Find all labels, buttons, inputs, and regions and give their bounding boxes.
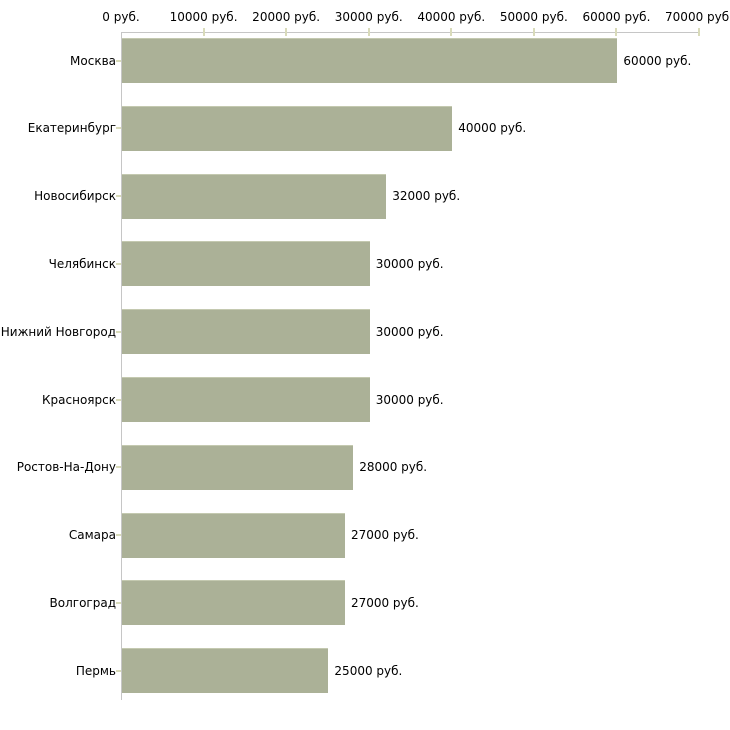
bar [122,377,370,422]
x-axis-tick-label: 0 руб. [102,10,140,24]
bar [122,309,370,355]
x-axis-tick-label: 40000 руб. [417,10,486,24]
category-label: Красноярск [42,392,116,407]
category-label: Нижний Новгород [0,324,116,339]
x-axis-tick-label: 30000 руб. [334,10,403,24]
x-axis-tick-label: 60000 руб. [582,10,651,24]
value-label: 40000 руб. [458,121,527,136]
category-tick-mark [116,59,121,62]
category-label: Самара [68,528,116,543]
x-axis-tick-mark [202,28,205,36]
y-axis-line [121,32,122,700]
x-axis-tick-mark [615,28,618,36]
category-label: Ростов-На-Дону [16,460,116,475]
category-tick-mark [116,466,121,469]
value-label: 27000 руб. [350,528,419,543]
x-axis-tick-mark [450,28,453,36]
x-axis-tick-mark [532,28,535,36]
category-label: Екатеринбург [27,121,116,136]
x-axis-tick-mark [367,28,370,36]
value-label: 60000 руб. [623,53,692,68]
x-axis-tick-label: 50000 руб. [499,10,568,24]
value-label: 25000 руб. [334,663,403,678]
category-tick-mark [116,262,121,265]
x-axis-line [121,32,699,33]
category-label: Волгоград [49,595,116,610]
value-label: 30000 руб. [375,392,444,407]
value-label: 30000 руб. [375,256,444,271]
bar [122,173,387,219]
bar [122,580,345,626]
value-label: 32000 руб. [392,189,461,204]
category-tick-mark [116,534,121,537]
category-tick-mark [116,330,121,333]
x-axis-tick-label: 70000 руб. [665,10,730,24]
bar [122,648,329,694]
bar [122,105,453,151]
bar [122,444,354,490]
value-label: 28000 руб. [359,460,428,475]
category-label: Москва [70,53,116,68]
category-label: Пермь [75,663,116,678]
x-axis-tick-label: 10000 руб. [169,10,238,24]
bar [122,512,345,558]
category-tick-mark [116,398,121,401]
category-tick-mark [116,127,121,130]
value-label: 30000 руб. [375,324,444,339]
x-axis-tick-mark [698,28,700,36]
bar [122,241,370,287]
value-label: 27000 руб. [350,595,419,610]
category-tick-mark [116,195,121,198]
x-axis-tick-mark [285,28,288,36]
category-tick-mark [116,669,121,672]
category-label: Новосибирск [34,189,116,204]
category-label: Челябинск [48,256,116,271]
category-tick-mark [116,601,121,604]
x-axis-tick-label: 20000 руб. [252,10,321,24]
bar [122,38,618,83]
